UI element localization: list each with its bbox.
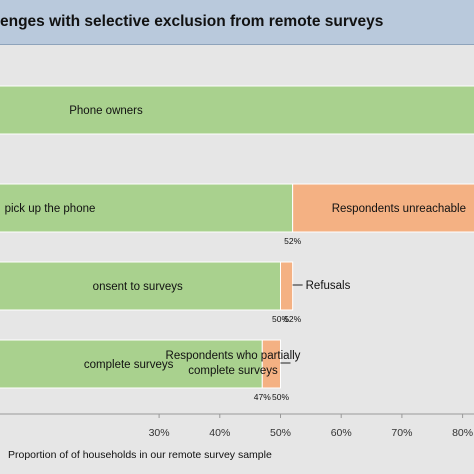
x-tick-label: 60% <box>331 427 352 439</box>
green-end-label-3: 50% <box>272 314 289 324</box>
green-label-2: pick up the phone <box>5 203 96 215</box>
orange-end-label-3: 52% <box>284 314 301 324</box>
bar-green-1 <box>0 85 474 135</box>
bar-orange-2 <box>292 183 474 233</box>
orange-end-label-4: 50% <box>272 392 289 402</box>
orange-label-2: Respondents unreachable <box>332 203 466 215</box>
orange-label-3: Refusals <box>306 280 351 292</box>
green-label-3: onsent to surveys <box>93 281 183 293</box>
bar-orange-3 <box>280 261 294 311</box>
green-end-label-4: 47% <box>254 392 271 402</box>
bar-orange-4 <box>261 339 282 389</box>
x-axis-label: Proportion of of households in our remot… <box>8 449 272 461</box>
x-tick-label: 50% <box>270 427 291 439</box>
orange-label-4: Respondents who partially complete survey… <box>166 350 301 377</box>
title-band <box>0 0 474 44</box>
x-tick-label: 70% <box>391 427 412 439</box>
bar-green-2 <box>0 183 294 233</box>
x-tick-label: 40% <box>209 427 230 439</box>
x-tick-label: 30% <box>149 427 170 439</box>
x-tick-label: 80% <box>452 427 473 439</box>
chart-title: enges with selective exclusion from remo… <box>0 13 384 30</box>
green-label-4: complete surveys <box>84 359 174 371</box>
green-end-label-2: 52% <box>284 236 301 246</box>
green-label-1: Phone owners <box>69 105 143 117</box>
title-rule <box>0 44 474 45</box>
bar-green-3 <box>0 261 281 311</box>
bar-green-4 <box>0 339 263 389</box>
